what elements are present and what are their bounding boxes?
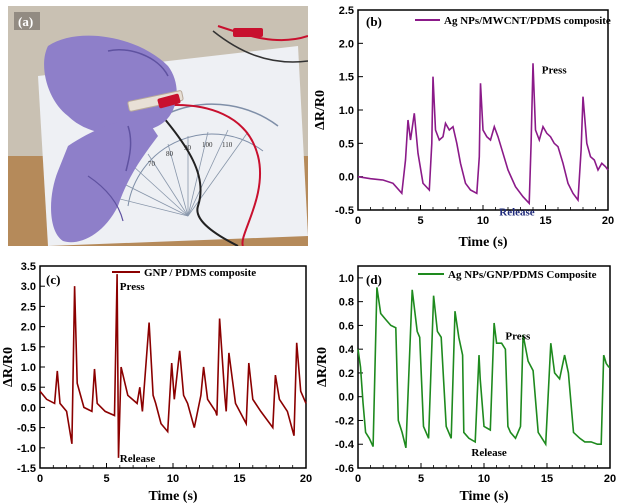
- series-line: [39, 274, 307, 458]
- annotation-press: Press: [505, 331, 531, 343]
- plot-frame: [39, 265, 307, 469]
- x-axis-label: Time (s): [458, 235, 507, 250]
- y-tick-label: 1.0: [21, 362, 36, 374]
- y-tick-label: 3.5: [21, 261, 36, 273]
- panel-label: (c): [46, 272, 60, 287]
- y-tick-label: -0.6: [335, 463, 354, 475]
- plot-frame: [357, 9, 609, 211]
- y-tick-label: -1.5: [17, 463, 36, 475]
- chart-panel-c: 0 5 10 15 20 -1.5 -1.0 -0.5 0.0 0.5 1.0 1.5 2.0 2.5 3.…: [1, 261, 312, 504]
- x-axis-label: Time (s): [148, 489, 197, 504]
- y-tick-label: 0.4: [339, 344, 355, 356]
- x-tick-label: 5: [418, 473, 424, 485]
- y-axis-label: ΔR/R0: [313, 90, 328, 130]
- alligator-clip-icon: [157, 28, 263, 109]
- x-tick-label: 5: [417, 215, 423, 227]
- y-tick-label: -0.4: [335, 439, 355, 451]
- protractor-tick-2: 90: [184, 144, 192, 152]
- plot-frame: [357, 265, 611, 469]
- protractor-icon: 70 80 90 100 110: [102, 103, 279, 217]
- panel-label: (d): [366, 272, 382, 287]
- x-tick-label: 10: [478, 473, 490, 485]
- y-tick-label: 2.0: [21, 322, 36, 334]
- chart-panel-d: 0 5 10 15 20 -0.6 -0.4 -0.2 0.0 0.2 0.4 0.6 0.8 1.0 (…: [315, 265, 616, 504]
- series-line: [357, 287, 610, 448]
- y-tick-label: 2.5: [339, 5, 354, 17]
- y-tick-label: -0.5: [17, 423, 36, 435]
- x-tick-label: 15: [539, 215, 551, 227]
- y-tick-label: -1.0: [17, 443, 36, 455]
- photo-label: (a): [18, 14, 33, 29]
- y-tick-label: 1.5: [339, 72, 354, 84]
- protractor-tick-4: 110: [222, 141, 233, 149]
- y-tick-label: 0.0: [339, 172, 354, 184]
- y-tick-label: 2.0: [339, 38, 354, 50]
- x-tick-label: 20: [602, 215, 614, 227]
- y-tick-label: 2.5: [21, 301, 36, 313]
- x-tick-label: 10: [167, 473, 179, 485]
- x-tick-label: 15: [541, 473, 553, 485]
- y-tick-label: 0.8: [339, 297, 354, 309]
- gloved-hand-icon: [44, 35, 177, 243]
- y-tick-label: 0.2: [339, 368, 354, 380]
- chart-panel-b: 0 5 10 15 20 -0.5 0.0 0.5 1.0 1.5 2.0 2.5 (b) Ag NP…: [313, 5, 614, 250]
- y-tick-label: 0.5: [21, 382, 36, 394]
- legend-entry: Ag NPs/MWCNT/PDMS composite: [444, 15, 611, 27]
- annotation-release: Release: [120, 453, 156, 465]
- y-tick-label: 3.0: [21, 281, 36, 293]
- panel-label: (b): [366, 14, 382, 29]
- photo-label-box: [14, 12, 40, 30]
- y-tick-label: -0.2: [335, 415, 354, 427]
- x-tick-label: 0: [37, 473, 43, 485]
- protractor-tick-3: 100: [202, 141, 213, 149]
- legend-entry: Ag NPs/GNP/PDMS Composite: [448, 269, 597, 281]
- y-tick-label: 0.5: [339, 138, 354, 150]
- annotation-release: Release: [471, 447, 507, 459]
- photo-panel-a: 70 80 90 100 110 (a): [8, 6, 308, 246]
- protractor-tick-1: 80: [166, 150, 174, 158]
- x-tick-label: 5: [103, 473, 109, 485]
- x-tick-label: 0: [355, 215, 361, 227]
- legend-entry: GNP / PDMS composite: [144, 267, 256, 279]
- y-axis-label: ΔR/R0: [315, 347, 330, 387]
- annotation-press: Press: [120, 281, 146, 293]
- y-axis-label: ΔR/R0: [1, 347, 16, 387]
- y-tick-label: 0.6: [339, 320, 354, 332]
- x-axis-label: Time (s): [459, 489, 508, 504]
- x-tick-label: 20: [604, 473, 616, 485]
- annotation-release: Release: [499, 206, 535, 218]
- x-tick-label: 0: [355, 473, 361, 485]
- y-tick-label: -0.5: [335, 205, 354, 217]
- y-tick-label: 1.0: [339, 273, 354, 285]
- annotation-press: Press: [542, 64, 568, 76]
- protractor-tick-0: 70: [148, 160, 156, 168]
- x-tick-label: 10: [477, 215, 489, 227]
- y-tick-label: 0.0: [339, 392, 354, 404]
- y-tick-label: 0.0: [21, 402, 36, 414]
- x-tick-label: 20: [300, 473, 312, 485]
- y-tick-label: 1.0: [339, 105, 354, 117]
- x-tick-label: 15: [233, 473, 245, 485]
- y-tick-label: 1.5: [21, 342, 36, 354]
- cable-icon: [157, 25, 308, 246]
- series-line: [357, 63, 609, 206]
